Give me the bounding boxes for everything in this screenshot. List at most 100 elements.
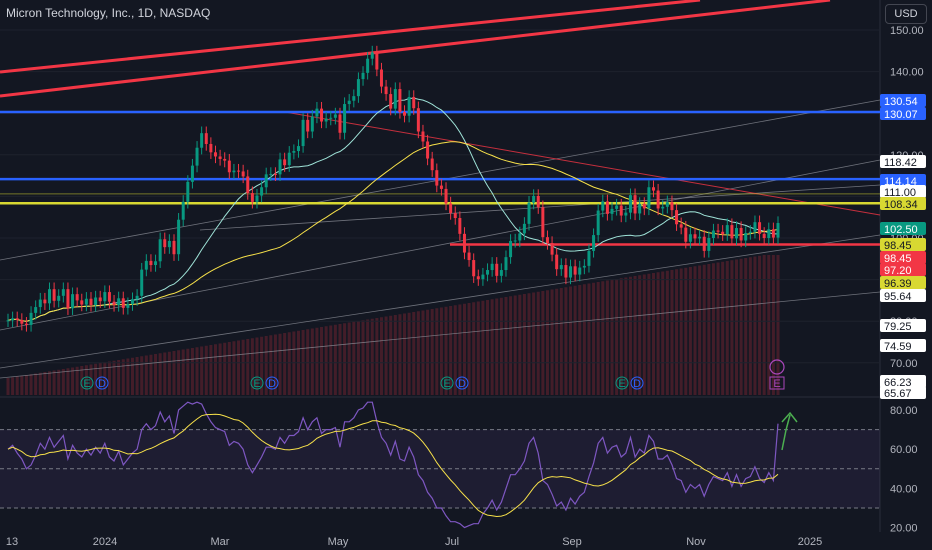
volume-bar	[670, 270, 674, 395]
earnings-marker-label: E	[83, 378, 90, 390]
volume-bar	[504, 297, 508, 395]
candle-body	[15, 318, 19, 320]
earnings-marker-label: E	[618, 378, 625, 390]
candle-body	[11, 318, 15, 321]
volume-bar	[94, 363, 98, 395]
candle-body	[633, 195, 637, 214]
volume-bar	[412, 312, 416, 395]
candle-body	[287, 152, 291, 166]
candle-body	[559, 265, 563, 270]
volume-bar	[628, 276, 632, 395]
volume-bar	[698, 265, 702, 395]
volume-bar	[158, 353, 162, 395]
candle-body	[149, 260, 153, 266]
volume-bar	[601, 281, 605, 395]
volume-bar	[481, 300, 485, 395]
ma-50-line	[7, 97, 778, 322]
candle-body	[721, 231, 725, 235]
candle-body	[730, 225, 734, 239]
volume-bar	[333, 324, 337, 395]
candle-body	[592, 235, 596, 251]
price-label-box	[880, 263, 926, 276]
volume-bar	[619, 278, 623, 395]
price-label-box	[880, 339, 926, 352]
volume-bar	[149, 354, 153, 395]
candle-body	[117, 298, 121, 305]
volume-bar	[665, 270, 669, 395]
volume-bar	[117, 360, 121, 395]
volume-bar	[273, 334, 277, 395]
candle-body	[352, 96, 356, 101]
volume-bar	[578, 285, 582, 395]
volume-bar	[476, 301, 480, 395]
volume-bar	[338, 324, 342, 395]
trend-channel-line	[0, 291, 881, 379]
volume-bar	[269, 335, 273, 395]
candle-body	[541, 207, 545, 238]
price-label-text: 130.07	[884, 109, 918, 121]
candle-body	[370, 52, 374, 59]
candle-body	[628, 195, 632, 213]
price-label-text: 98.45	[884, 253, 912, 265]
candle-body	[163, 239, 167, 248]
volume-bar	[43, 372, 47, 395]
candle-body	[476, 276, 480, 280]
volume-bar	[343, 323, 347, 395]
candle-body	[306, 119, 310, 132]
volume-bar	[38, 372, 42, 395]
volume-bar	[647, 273, 651, 395]
candle-body	[486, 270, 490, 275]
volume-bar	[582, 284, 586, 395]
candle-body	[624, 212, 628, 216]
price-label-text: 65.67	[884, 388, 912, 400]
rsi-axis-tick: 20.00	[890, 523, 918, 535]
volume-bar	[389, 315, 393, 395]
candle-body	[177, 219, 181, 255]
volume-bar	[615, 279, 619, 395]
earnings-marker-label: E	[443, 378, 450, 390]
volume-bar	[679, 268, 683, 395]
candle-body	[333, 114, 337, 118]
volume-bar	[449, 306, 453, 395]
volume-bar	[721, 261, 725, 395]
candle-body	[725, 225, 729, 235]
candle-body	[389, 94, 393, 109]
candle-body	[329, 117, 333, 119]
volume-bar	[430, 309, 434, 395]
candle-body	[421, 131, 425, 142]
price-label-text: 98.45	[884, 240, 912, 252]
candle-body	[384, 86, 388, 95]
volume-bar	[536, 291, 540, 395]
candle-body	[518, 233, 522, 241]
candle-body	[393, 89, 397, 109]
candle-body	[403, 111, 407, 116]
candle-body	[112, 301, 116, 305]
candle-body	[619, 205, 623, 216]
volume-bar	[11, 377, 15, 395]
time-axis-tick: Sep	[562, 536, 582, 548]
price-label-text: 130.54	[884, 96, 918, 108]
volume-bar	[75, 366, 79, 395]
candle-body	[200, 133, 204, 148]
candle-body	[670, 202, 674, 211]
price-label-box	[880, 185, 926, 198]
price-label-box	[880, 276, 926, 289]
candle-body	[647, 187, 651, 209]
candle-body	[61, 289, 65, 296]
volume-bar	[126, 358, 130, 395]
candle-body	[675, 210, 679, 225]
candle-body	[569, 266, 573, 278]
volume-bar	[532, 292, 536, 395]
volume-bar	[61, 369, 65, 395]
volume-bar	[20, 375, 24, 395]
currency-button[interactable]: USD	[885, 4, 927, 24]
volume-bar	[135, 357, 139, 395]
volume-bar	[462, 303, 466, 395]
volume-bar	[283, 333, 287, 395]
price-label-box	[880, 375, 926, 388]
candle-body	[278, 159, 282, 175]
candle-body	[195, 147, 199, 166]
candle-body	[343, 104, 347, 133]
